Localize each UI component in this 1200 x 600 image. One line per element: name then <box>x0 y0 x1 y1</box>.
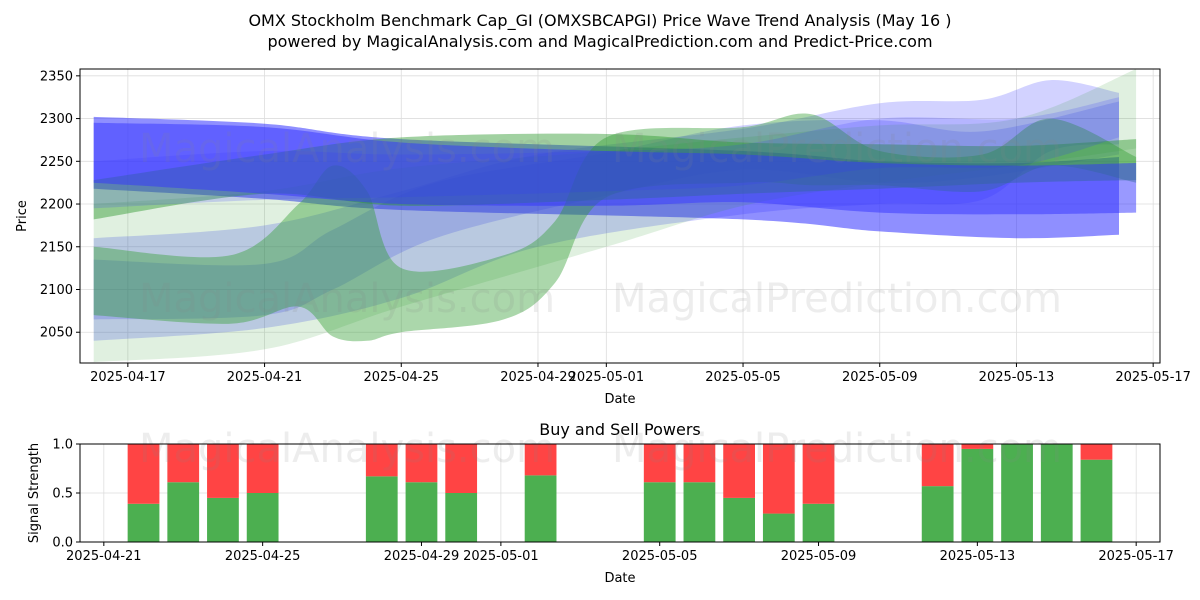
price-x-tick-label: 2025-04-17 <box>90 370 166 385</box>
sell-bar <box>802 444 835 504</box>
price-x-ticks: 2025-04-17 2025-04-21 2025-04-25 2025-04-29… <box>90 363 1191 385</box>
price-band-2 <box>93 80 1120 341</box>
buy-bar <box>524 475 557 542</box>
sell-bar <box>405 444 438 483</box>
price-y-tick-label: 2200 <box>40 198 73 213</box>
sell-bar <box>127 444 160 504</box>
sell-bar <box>365 444 398 477</box>
buy-bar <box>405 482 438 542</box>
sell-bar <box>961 444 994 449</box>
buy-sell-x-tick-label: 2025-05-13 <box>940 549 1016 564</box>
buy-sell-x-tick-label: 2025-05-01 <box>463 549 539 564</box>
chart-title-line1: OMX Stockholm Benchmark Cap_GI (OMXSBCAP… <box>248 11 951 31</box>
sell-bar <box>921 444 954 487</box>
price-y-tick-label: 2300 <box>40 112 73 127</box>
price-band-6 <box>93 69 1137 363</box>
buy-bar <box>961 448 994 542</box>
buy-bar <box>167 482 200 542</box>
buy-bar <box>1040 444 1073 542</box>
price-x-tick-label: 2025-04-21 <box>227 370 303 385</box>
buy-bar <box>762 513 795 542</box>
watermark-prediction-mid: MagicalPrediction.com <box>612 276 1062 322</box>
sell-bar <box>167 444 200 483</box>
sell-bar <box>246 444 279 493</box>
price-y-tick-label: 2100 <box>40 283 73 298</box>
price-y-tick-label: 2350 <box>40 69 73 84</box>
buy-sell-x-ticks: 2025-04-21 2025-04-25 2025-04-29 2025-05-01… <box>66 542 1174 564</box>
buy-bar <box>723 497 755 542</box>
sell-bar <box>207 444 239 498</box>
price-plot-frame <box>79 68 1161 364</box>
watermark-analysis-bottom: MagicalAnalysis.com <box>139 426 555 472</box>
watermark-analysis-mid: MagicalAnalysis.com <box>139 276 555 322</box>
buy-sell-x-label: Date <box>604 571 635 586</box>
buy-sell-y-ticks: 0.0 0.5 1.0 <box>52 438 80 551</box>
sell-bar <box>683 444 716 483</box>
price-y-tick-label: 2050 <box>40 326 73 341</box>
watermark-analysis-top: MagicalAnalysis.com <box>139 126 555 172</box>
price-wave-chart: MagicalAnalysis.com MagicalPrediction.co… <box>15 68 1191 407</box>
price-y-tick-label: 2250 <box>40 155 73 170</box>
buy-sell-y-tick-label: 0.0 <box>52 536 73 551</box>
buy-bar <box>365 476 398 542</box>
buy-sell-title: Buy and Sell Powers <box>539 420 701 439</box>
buy-sell-x-tick-label: 2025-04-21 <box>66 549 142 564</box>
watermark-prediction-top: MagicalPrediction.com <box>612 126 1062 172</box>
sell-bar <box>643 444 676 483</box>
price-x-tick-label: 2025-05-01 <box>569 370 645 385</box>
buy-sell-x-tick-label: 2025-05-17 <box>1098 549 1174 564</box>
buy-bar <box>643 482 676 542</box>
price-x-tick-label: 2025-05-05 <box>705 370 781 385</box>
buy-bar <box>1080 459 1113 542</box>
buy-bar <box>207 497 239 542</box>
buy-bar <box>683 482 716 542</box>
buy-sell-y-tick-label: 1.0 <box>52 438 73 453</box>
buy-bar <box>127 503 160 542</box>
price-y-tick-label: 2150 <box>40 240 73 255</box>
buy-sell-chart: Buy and Sell Powers MagicalAnalysis.com … <box>27 420 1174 586</box>
price-x-tick-label: 2025-04-29 <box>500 370 576 385</box>
chart-title-line2: powered by MagicalAnalysis.com and Magic… <box>267 32 932 51</box>
sell-bar <box>524 444 557 476</box>
price-bands <box>93 69 1137 363</box>
sell-bar <box>445 444 478 493</box>
buy-sell-x-tick-label: 2025-05-05 <box>622 549 698 564</box>
buy-bar <box>445 493 478 542</box>
sell-bar <box>1080 444 1113 460</box>
sell-bar <box>762 444 795 514</box>
price-band-8 <box>93 122 1137 215</box>
price-x-tick-label: 2025-05-13 <box>979 370 1055 385</box>
buy-sell-x-tick-label: 2025-04-29 <box>384 549 460 564</box>
buy-bar <box>802 503 835 542</box>
price-x-tick-label: 2025-05-17 <box>1115 370 1191 385</box>
sell-bar <box>723 444 755 498</box>
price-x-tick-label: 2025-04-25 <box>363 370 439 385</box>
price-band-3 <box>93 101 1120 320</box>
buy-bar <box>246 493 279 542</box>
price-y-label: Price <box>15 200 30 232</box>
buy-bar <box>921 486 954 542</box>
price-x-label: Date <box>604 392 635 407</box>
buy-sell-y-tick-label: 0.5 <box>52 487 73 502</box>
buy-sell-x-tick-label: 2025-04-25 <box>225 549 301 564</box>
buy-sell-x-tick-label: 2025-05-09 <box>781 549 857 564</box>
buy-sell-bars <box>127 444 1113 542</box>
watermark-prediction-bottom: MagicalPrediction.com <box>612 426 1062 472</box>
price-y-ticks: 2050 2100 2150 2200 2250 2300 2350 <box>40 69 80 341</box>
price-x-tick-label: 2025-05-09 <box>842 370 918 385</box>
buy-bar <box>1001 444 1033 542</box>
buy-sell-y-label: Signal Strength <box>27 443 42 543</box>
